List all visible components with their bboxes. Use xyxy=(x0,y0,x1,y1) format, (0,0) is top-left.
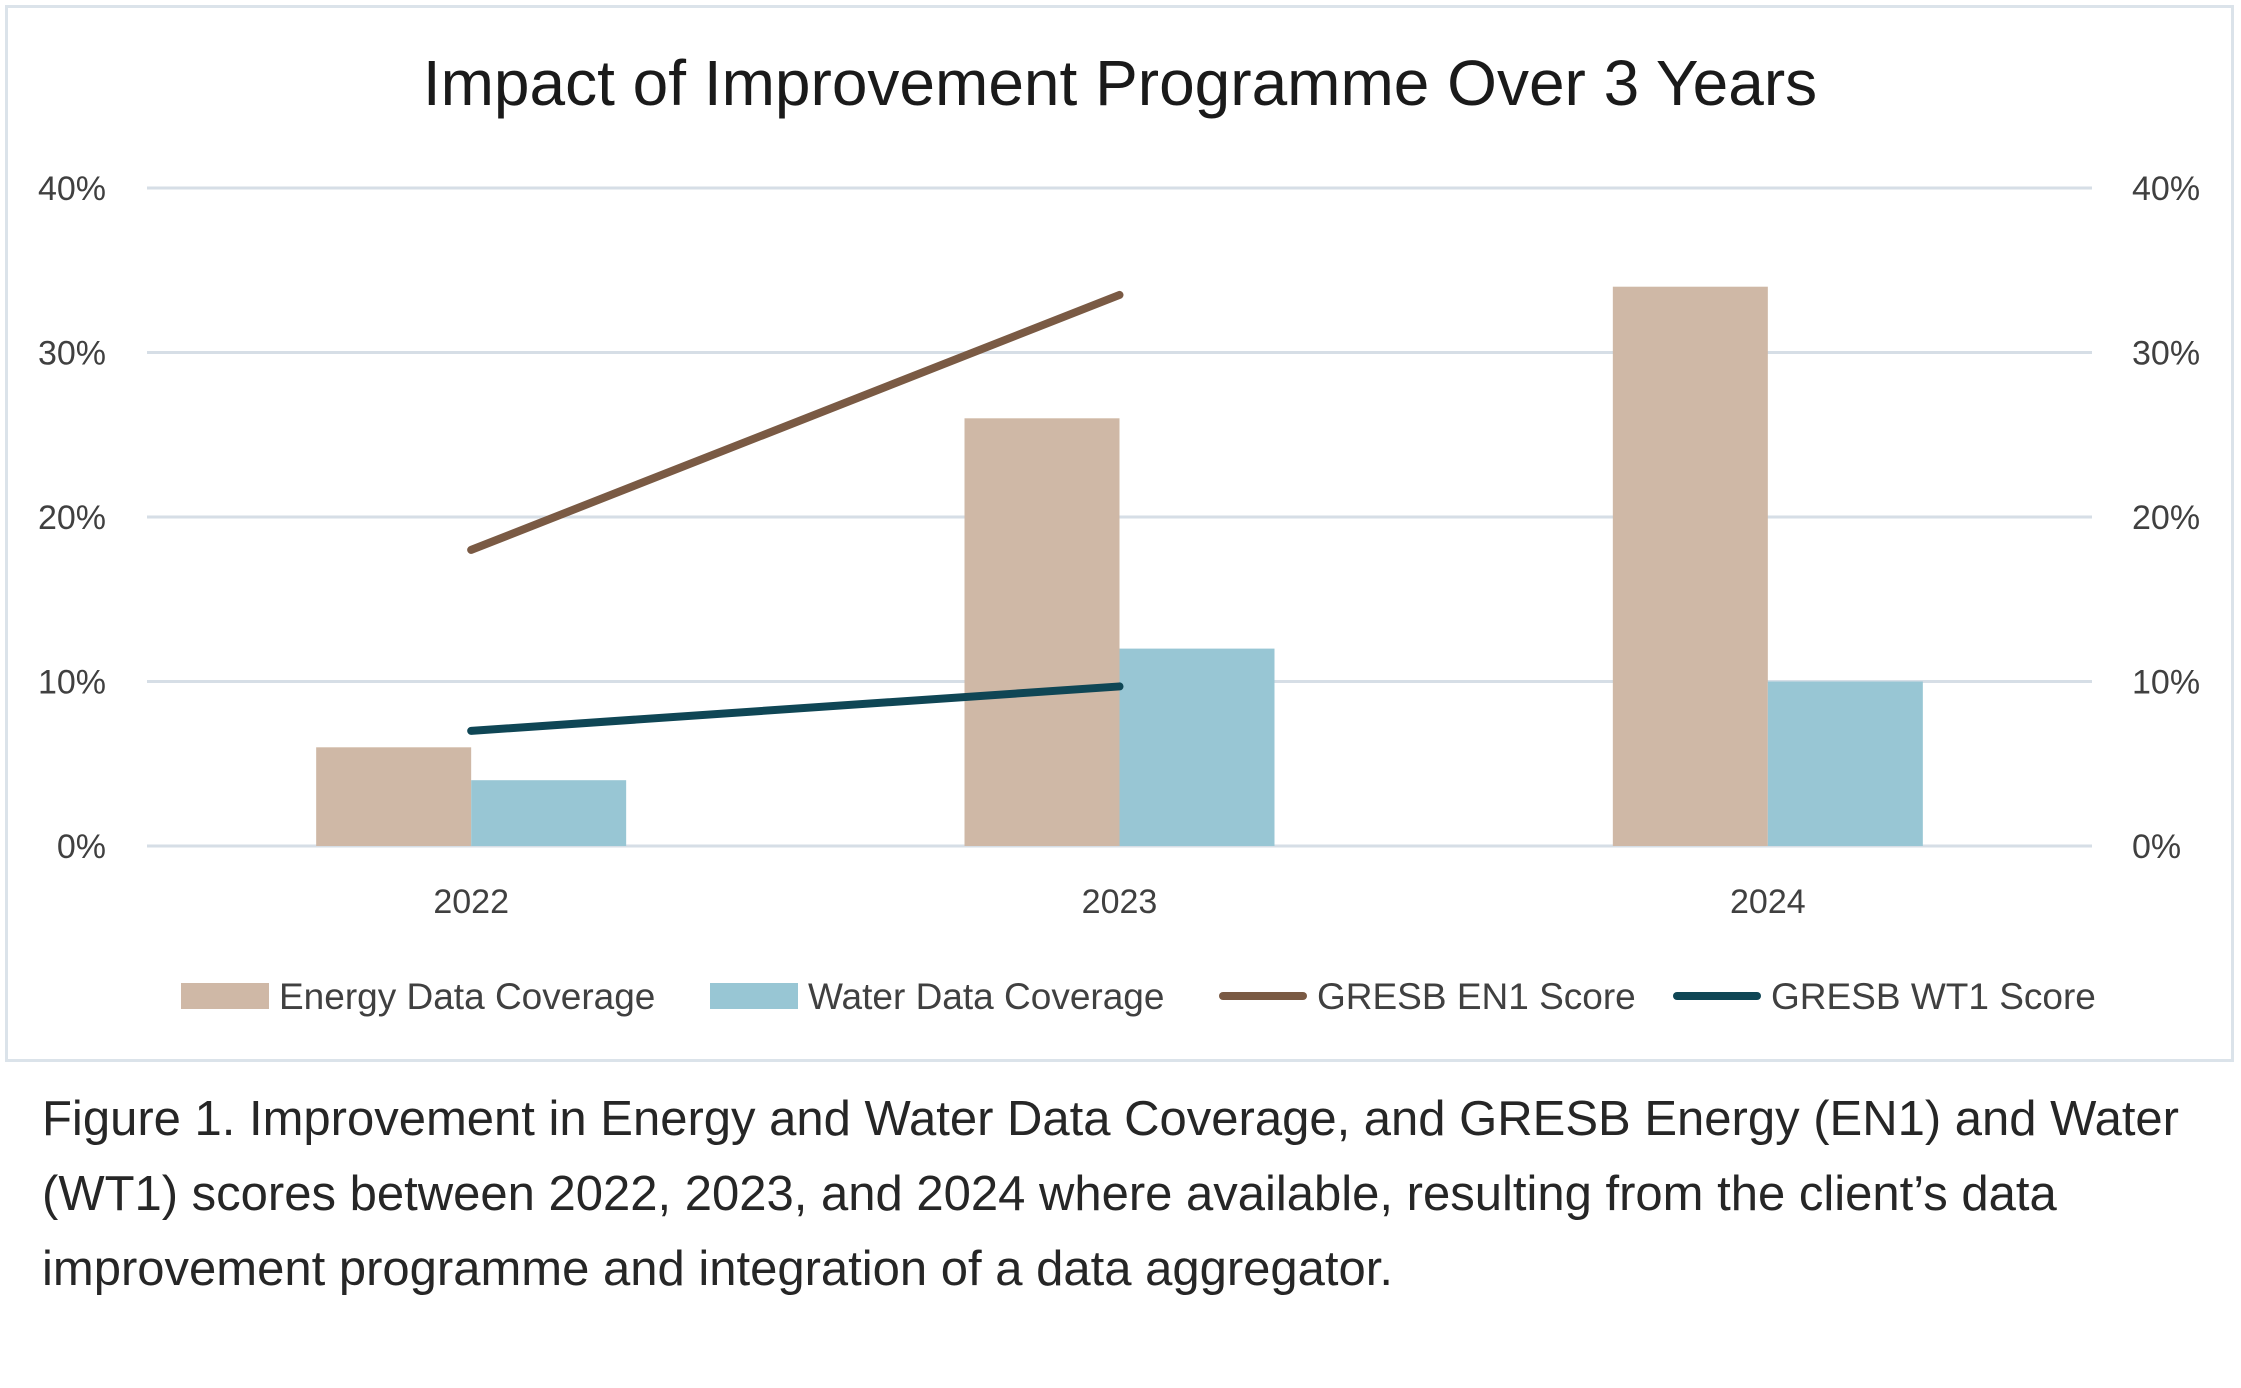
legend-label: Energy Data Coverage xyxy=(279,976,655,1017)
legend-label: Water Data Coverage xyxy=(808,976,1164,1017)
bar xyxy=(471,780,627,846)
y-tick-label-left: 0% xyxy=(57,828,106,866)
bar xyxy=(964,418,1120,846)
series-line xyxy=(467,290,1124,554)
y-tick-label-left: 30% xyxy=(38,335,106,373)
y-tick-label-left: 20% xyxy=(38,499,106,537)
lines xyxy=(467,290,1124,735)
legend-swatch xyxy=(710,983,798,1009)
x-tick-label: 2022 xyxy=(433,883,509,921)
y-tick-label-right: 20% xyxy=(2132,499,2200,537)
series-line xyxy=(467,682,1124,735)
bar xyxy=(1767,681,1923,846)
x-tick-label: 2024 xyxy=(1730,883,1806,921)
y-tick-label-right: 40% xyxy=(2132,170,2200,208)
legend-swatch xyxy=(181,983,269,1009)
bar xyxy=(316,747,472,846)
y-tick-label-left: 40% xyxy=(38,170,106,208)
x-tick-label: 2023 xyxy=(1082,883,1158,921)
chart-title: Impact of Improvement Programme Over 3 Y… xyxy=(423,47,1817,119)
legend: Energy Data Coverage Water Data Coverage G… xyxy=(181,976,2096,1017)
legend-label: GRESB WT1 Score xyxy=(1771,976,2096,1017)
bar xyxy=(1119,648,1275,846)
y-tick-label-right: 10% xyxy=(2132,664,2200,702)
axes: 0% 0% 10% 10% 20% 20% 30% 30% 40% 40% 2022 2023 2024 xyxy=(38,170,2200,921)
y-tick-label-left: 10% xyxy=(38,664,106,702)
figure-caption: Figure 1. Improvement in Energy and Wate… xyxy=(42,1092,2180,1296)
legend-label: GRESB EN1 Score xyxy=(1317,976,1636,1017)
bars xyxy=(316,286,1923,846)
chart: Impact of Improvement Programme Over 3 Y… xyxy=(38,47,2200,1017)
y-tick-label-right: 0% xyxy=(2132,828,2181,866)
bar xyxy=(1612,286,1768,846)
y-tick-label-right: 30% xyxy=(2132,335,2200,373)
